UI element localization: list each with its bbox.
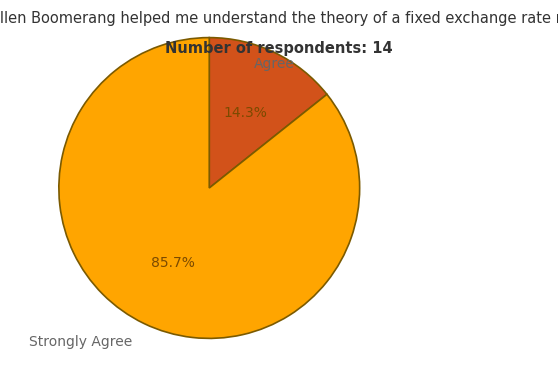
Text: Agree: Agree (254, 57, 295, 71)
Text: 85.7%: 85.7% (151, 256, 195, 270)
Text: Number of respondents: 14: Number of respondents: 14 (165, 41, 393, 56)
Text: The Fallen Boomerang helped me understand the theory of a fixed exchange rate re: The Fallen Boomerang helped me understan… (0, 11, 558, 26)
Wedge shape (209, 38, 327, 188)
Wedge shape (59, 38, 360, 338)
Text: 14.3%: 14.3% (223, 106, 267, 120)
Text: Strongly Agree: Strongly Agree (29, 335, 132, 349)
